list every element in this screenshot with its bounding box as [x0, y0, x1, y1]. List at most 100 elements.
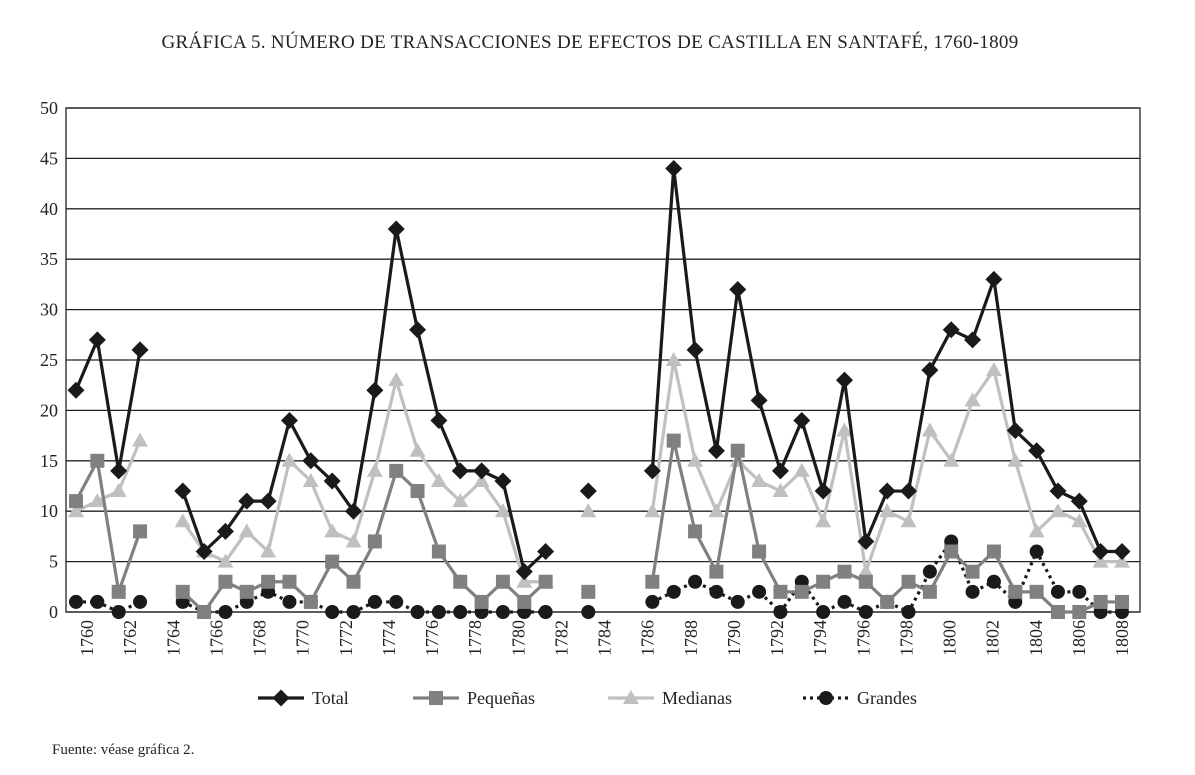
- data-point: [944, 544, 959, 559]
- data-point: [69, 494, 83, 509]
- data-point: [239, 584, 254, 599]
- x-tick-label: 1796: [853, 620, 873, 656]
- legend-label: Pequeñas: [467, 688, 535, 708]
- data-point: [111, 584, 126, 599]
- series-total: [67, 159, 1131, 581]
- data-point: [452, 493, 469, 508]
- data-point: [773, 584, 788, 599]
- data-point: [197, 605, 212, 619]
- x-tick-label: 1766: [206, 620, 226, 656]
- y-tick-label: 50: [40, 98, 58, 118]
- data-point: [857, 532, 875, 550]
- data-point: [409, 442, 426, 457]
- series-line: [650, 440, 1122, 614]
- data-point: [1113, 543, 1131, 561]
- data-point: [131, 341, 149, 359]
- y-tick-label: 35: [40, 249, 58, 269]
- data-point: [367, 534, 382, 549]
- x-tick-label: 1786: [638, 620, 658, 656]
- source-note: Fuente: véase gráfica 2.: [52, 742, 195, 758]
- data-point: [346, 574, 361, 589]
- data-point: [772, 483, 789, 498]
- data-point: [709, 584, 724, 599]
- data-point: [174, 482, 192, 500]
- data-point: [709, 564, 724, 579]
- data-point: [195, 543, 213, 561]
- data-point: [260, 543, 277, 558]
- data-point: [1092, 553, 1109, 568]
- data-point: [302, 472, 319, 487]
- data-point: [132, 432, 149, 447]
- x-tick-label: 1762: [120, 620, 140, 656]
- data-point: [1028, 523, 1045, 538]
- y-tick-label: 10: [40, 501, 58, 521]
- data-point: [922, 584, 937, 599]
- data-point: [752, 544, 767, 559]
- data-point: [218, 605, 233, 619]
- data-point: [645, 594, 660, 609]
- data-point: [666, 584, 681, 599]
- data-point: [751, 472, 768, 487]
- x-tick-label: 1772: [336, 620, 356, 656]
- data-point: [302, 452, 320, 470]
- data-point: [410, 484, 425, 499]
- x-tick-label: 1776: [422, 620, 442, 656]
- data-point: [282, 574, 297, 589]
- data-point: [238, 523, 255, 538]
- data-point: [453, 605, 468, 619]
- legend-marker: [429, 691, 443, 705]
- data-point: [538, 605, 553, 619]
- data-point: [409, 321, 427, 339]
- x-tick-label: 1798: [896, 620, 916, 656]
- data-point: [1028, 442, 1046, 460]
- data-point: [1006, 422, 1024, 440]
- y-tick-label: 5: [49, 552, 58, 572]
- data-point: [771, 462, 789, 480]
- data-point: [430, 472, 447, 487]
- data-point: [175, 584, 190, 599]
- data-point: [729, 280, 747, 298]
- y-tick-label: 0: [49, 602, 58, 622]
- data-point: [643, 462, 661, 480]
- data-point: [389, 463, 404, 478]
- data-point: [303, 594, 318, 609]
- data-point: [857, 563, 874, 578]
- data-point: [90, 594, 105, 609]
- chart-title: GRÁFICA 5. NÚMERO DE TRANSACCIONES DE EF…: [161, 32, 1019, 53]
- x-tick-label: 1794: [810, 620, 830, 656]
- data-point: [218, 574, 233, 589]
- y-tick-label: 30: [40, 300, 58, 320]
- data-point: [366, 462, 383, 477]
- data-point: [921, 422, 938, 437]
- data-point: [964, 392, 981, 407]
- data-point: [666, 433, 681, 448]
- data-point: [1070, 492, 1088, 510]
- legend-label: Medianas: [662, 688, 732, 708]
- data-point: [453, 574, 468, 589]
- x-tick-label: 1804: [1026, 620, 1046, 656]
- data-point: [110, 462, 128, 480]
- data-point: [645, 574, 660, 589]
- data-point: [515, 563, 533, 581]
- data-point: [880, 594, 895, 609]
- data-point: [816, 605, 831, 619]
- data-point: [494, 472, 512, 490]
- data-point: [752, 584, 767, 599]
- data-point: [217, 553, 234, 568]
- legend-marker: [819, 691, 833, 705]
- data-point: [644, 503, 661, 518]
- data-point: [750, 391, 768, 409]
- data-point: [90, 453, 105, 468]
- data-point: [1029, 584, 1044, 599]
- x-tick-label: 1802: [983, 620, 1003, 656]
- data-point: [473, 462, 491, 480]
- data-point: [474, 594, 489, 609]
- data-point: [261, 574, 276, 589]
- x-tick-label: 1790: [724, 620, 744, 656]
- data-point: [964, 331, 982, 349]
- data-point: [688, 524, 703, 539]
- data-point: [879, 503, 896, 518]
- y-tick-label: 40: [40, 199, 58, 219]
- data-point: [921, 361, 939, 379]
